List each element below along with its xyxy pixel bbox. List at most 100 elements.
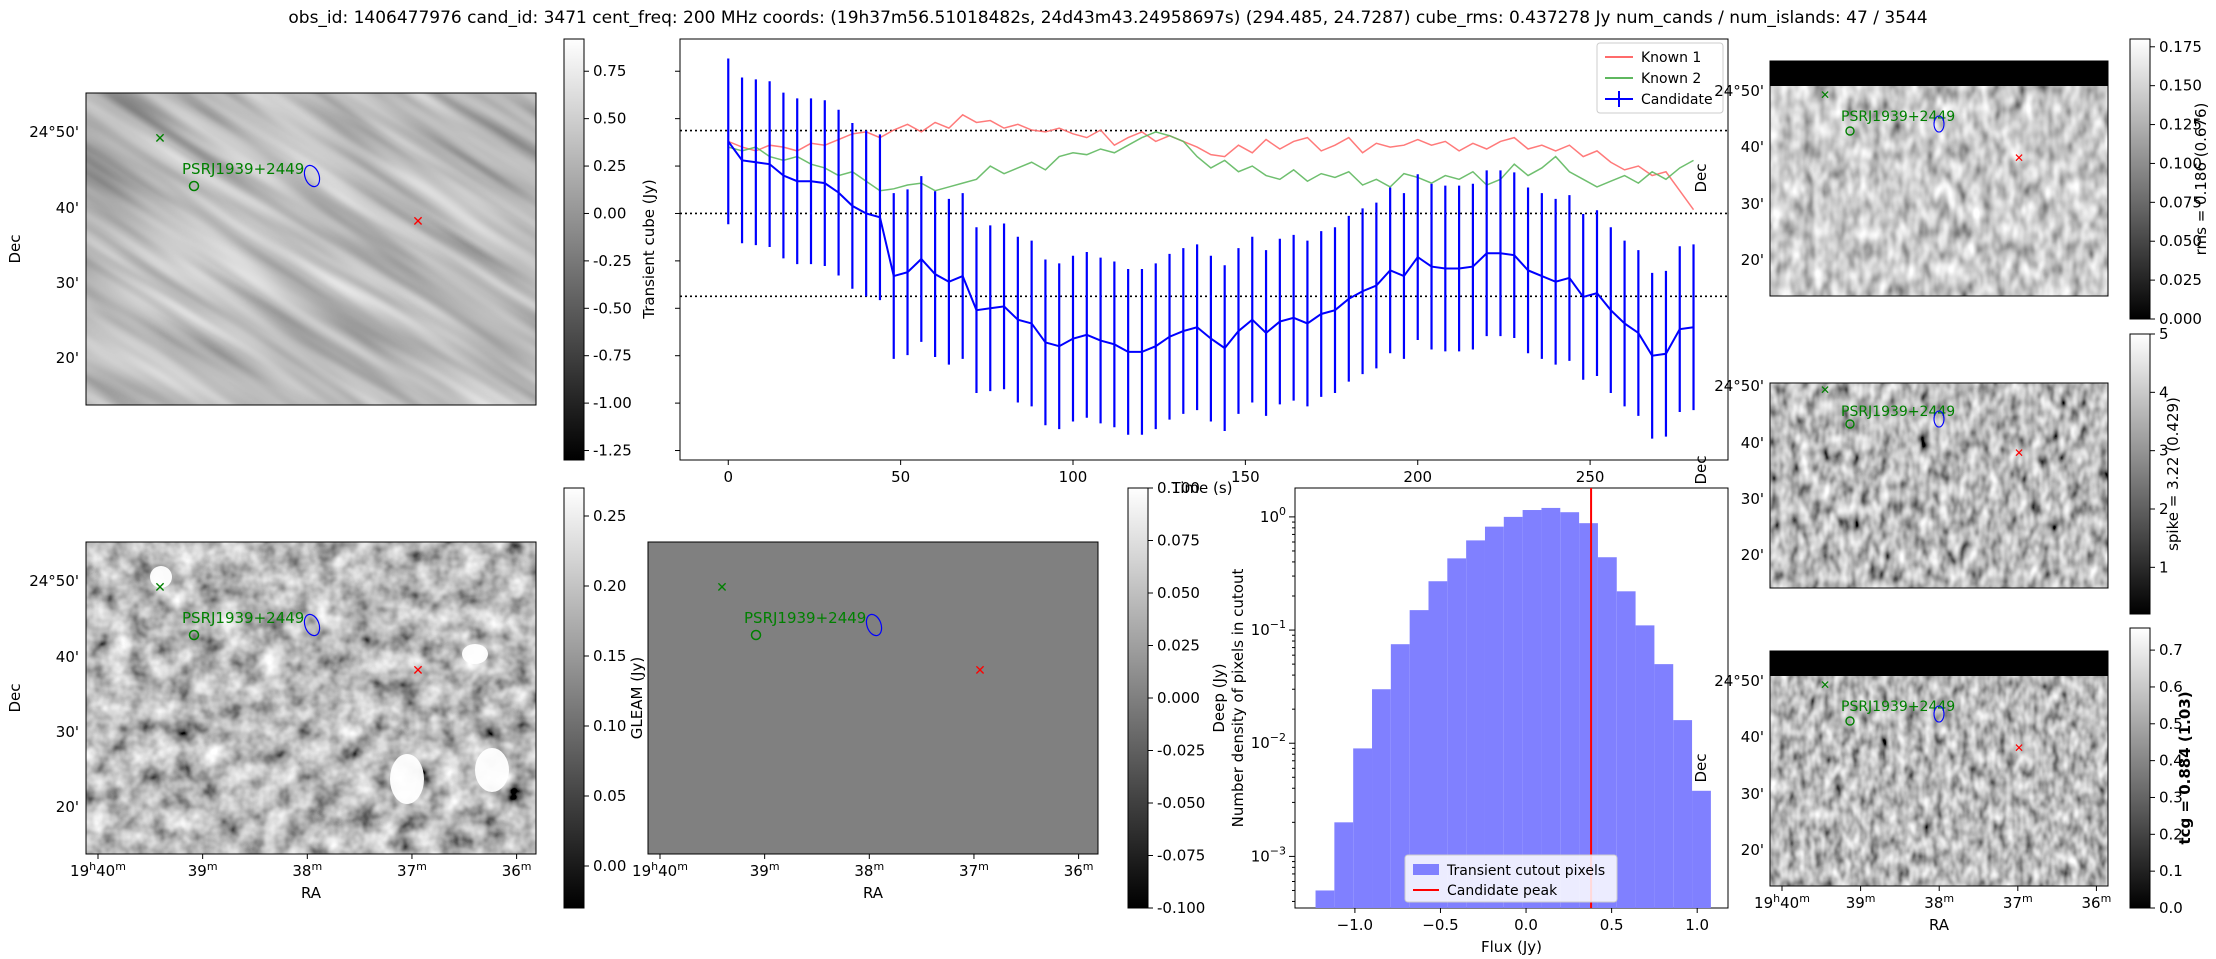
- colorbar-tick-label: 0.10: [593, 717, 626, 735]
- transient-image-panel: ✕ PSRJ1939+2449 ✕ 24°50' 40' 30' 20' Dec: [6, 92, 537, 406]
- legend-box: [1596, 42, 1724, 114]
- colorbar-tick-label: 0.000: [1157, 689, 1200, 707]
- colorbar-tick-label: 3: [2159, 442, 2169, 460]
- dec-axis-2: 24°50' 40' 30' 20' Dec: [6, 572, 79, 816]
- colorbar-tick-label: 0.050: [1157, 584, 1200, 602]
- flux-histogram[interactable]: −1.0 −0.5 0.0 0.5 1.0 Flux (Jy) 100 10−1 10−2 10−…: [1229, 487, 1729, 956]
- svg-text:24°50': 24°50': [1714, 377, 1764, 395]
- ra-axis-label: RA: [301, 884, 322, 902]
- pulsar-label: PSRJ1939+2449: [182, 160, 304, 178]
- colorbar-tick-label: -1.25: [593, 442, 632, 460]
- colorbar-tick-label: 0.2: [2159, 825, 2183, 843]
- svg-text:Dec: Dec: [6, 234, 24, 263]
- candidate-ellipse: [1933, 705, 1945, 723]
- colorbar-label: rms = 0.186 (0.676): [2192, 103, 2210, 256]
- colorbar-tick-label: 0.075: [2159, 193, 2202, 211]
- svg-text:24°50': 24°50': [29, 123, 79, 141]
- ra-axis-label: RA: [1929, 916, 1950, 934]
- deep-image-panel: ✕ PSRJ1939+2449 ✕ 24°50' 40' 30' 20' Dec…: [6, 541, 537, 902]
- histogram-bar: [1673, 720, 1693, 908]
- pulsar-label: PSRJ1939+2449: [1841, 699, 1955, 715]
- ra-tick-label: 37m: [959, 860, 989, 880]
- colorbar-tick-label: -0.75: [593, 347, 632, 365]
- svg-text:Dec: Dec: [6, 683, 24, 712]
- gleam-image-panel: ✕ PSRJ1939+2449 ✕ 19h40m 39m 38m 37m 36m RA: [632, 541, 1099, 902]
- colorbar-tick-label: 4: [2159, 383, 2169, 401]
- colorbar-tick-label: 0.00: [593, 857, 626, 875]
- histogram-bar: [1390, 644, 1410, 908]
- ra-tick-label: 36m: [2082, 892, 2112, 912]
- svg-text:40': 40': [1741, 728, 1764, 746]
- svg-text:30': 30': [1741, 490, 1764, 508]
- series-line-candidate: [727, 140, 1694, 357]
- pulsar-label: PSRJ1939+2449: [744, 609, 866, 627]
- candidate-ellipse: [1933, 410, 1945, 428]
- svg-text:Dec: Dec: [1692, 753, 1710, 782]
- x-tick-label: 200: [1403, 468, 1432, 486]
- marker-known-x: ✕: [154, 580, 166, 596]
- colorbar-tick-label: 0.3: [2159, 788, 2183, 806]
- colorbar-tick-label: 0.075: [1157, 532, 1200, 550]
- colorbar-tick-label: 0.025: [2159, 271, 2202, 289]
- x-tick-label: 250: [1576, 468, 1605, 486]
- ra-tick-label: 37m: [397, 860, 427, 880]
- legend-swatch: [1413, 864, 1439, 875]
- marker-pulsar-circle: [1845, 419, 1855, 429]
- legend-box: [1404, 854, 1618, 903]
- colorbar-tick-label: 0.000: [2159, 310, 2202, 328]
- svg-text:Dec: Dec: [1692, 455, 1710, 484]
- transient-colorbar: 0.75 0.50 0.25 0.00 -0.25 -0.50 -0.75 -1.00 -1.2…: [563, 38, 632, 461]
- marker-known-x: ✕: [154, 131, 166, 147]
- x-tick-label: −0.5: [1422, 916, 1458, 934]
- colorbar-tick-label: 0.7: [2159, 641, 2183, 659]
- colorbar-tick-label: -0.50: [593, 299, 632, 317]
- svg-text:40': 40': [1741, 138, 1764, 156]
- histogram-bar: [1503, 516, 1523, 908]
- marker-candidate-x: ✕: [412, 214, 424, 230]
- candidate-ellipse: [865, 613, 883, 637]
- tcg-image-panel: ✕ PSRJ1939+2449 ✕ 24°50' 40' 30' 20' Dec…: [1692, 650, 2111, 934]
- marker-candidate-x: ✕: [2014, 446, 2024, 460]
- ra-tick-label: 39m: [1846, 892, 1876, 912]
- svg-text:20': 20': [56, 349, 79, 367]
- histogram-bar: [1315, 890, 1335, 908]
- histogram-bar: [1372, 689, 1391, 908]
- svg-text:30': 30': [56, 723, 79, 741]
- legend-label: Known 1: [1641, 50, 1701, 66]
- svg-text:20': 20': [1741, 251, 1764, 269]
- histogram-bar: [1428, 581, 1448, 908]
- colorbar-tick-label: -0.25: [593, 252, 632, 270]
- colorbar-tick-label: 0.125: [2159, 116, 2202, 134]
- gleam-axis-label: GLEAM (Jy): [628, 657, 646, 739]
- ra-axis-r3: 19h40m 39m 38m 37m 36m RA: [1754, 886, 2111, 934]
- colorbar-tick-label: 0.50: [593, 110, 626, 128]
- svg-text:Dec: Dec: [1692, 163, 1710, 192]
- y-tick-label: 10−2: [1251, 731, 1286, 752]
- colorbar-tick-label: -1.00: [593, 394, 632, 412]
- series-line-known-2: [728, 131, 1694, 192]
- spike-colorbar: 5 4 3 2 1 spike = 3.22 (0.429): [2129, 325, 2182, 615]
- histogram-bar: [1353, 748, 1373, 908]
- rms-image-panel: ✕ PSRJ1939+2449 ✕ 24°50' 40' 30' 20' Dec: [1692, 60, 2109, 297]
- colorbar-tick-label: 0.6: [2159, 678, 2183, 696]
- svg-text:20': 20': [56, 798, 79, 816]
- marker-pulsar-circle: [188, 629, 200, 641]
- ra-tick-label: 36m: [502, 860, 532, 880]
- light-curve-plot[interactable]: 0 50 100 150 200 250 Time (s) Known 1 Known 2 Can…: [675, 38, 1729, 497]
- legend-label: Candidate peak: [1447, 883, 1558, 899]
- colorbar-tick-label: 0.4: [2159, 752, 2183, 770]
- svg-text:20': 20': [1741, 841, 1764, 859]
- svg-text:30': 30': [1741, 195, 1764, 213]
- gleam-colorbar: 0.100 0.075 0.050 0.025 0.000 -0.025 -0.050 -0.…: [1127, 479, 1205, 917]
- histogram-bar: [1334, 822, 1354, 908]
- svg-text:40': 40': [56, 648, 79, 666]
- colorbar-tick-label: -0.075: [1157, 847, 1205, 865]
- candidate-ellipse: [303, 613, 321, 637]
- colorbar-tick-label: 0.20: [593, 577, 626, 595]
- colorbar-tick-label: 0.5: [2159, 715, 2183, 733]
- histogram-bar: [1692, 790, 1711, 908]
- colorbar-label: spike = 3.22 (0.429): [2164, 397, 2182, 551]
- marker-candidate-x: ✕: [2014, 741, 2024, 755]
- pulsar-label: PSRJ1939+2449: [1841, 109, 1955, 125]
- histogram-bar: [1579, 523, 1598, 908]
